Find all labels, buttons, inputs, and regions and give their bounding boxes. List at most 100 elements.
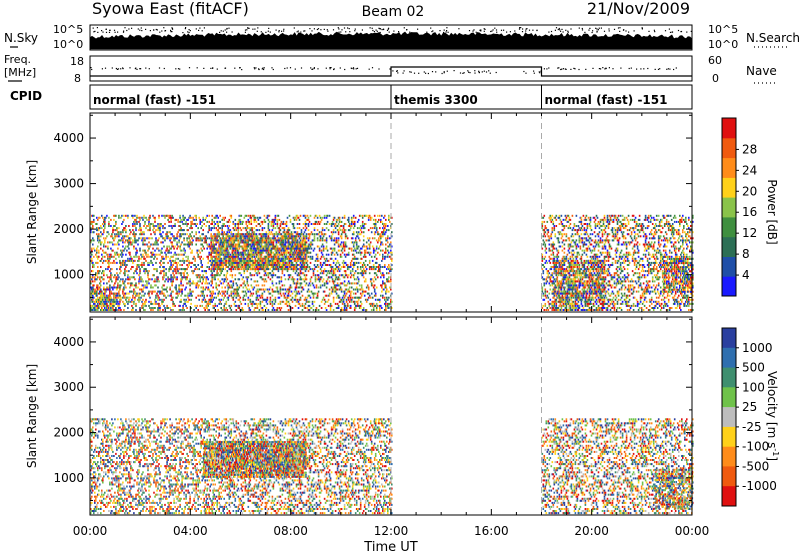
echo-cell [200, 243, 202, 246]
echo-cell [337, 245, 340, 248]
echo-cell [299, 272, 302, 275]
echo-cell [230, 284, 233, 287]
echo-cell [284, 296, 287, 299]
echo-cell [348, 282, 351, 285]
echo-cell [287, 294, 290, 297]
echo-cell [163, 294, 165, 297]
echo-cell [312, 239, 315, 242]
echo-cell [116, 227, 118, 230]
echo-cell [211, 261, 213, 264]
echo-cell [373, 284, 376, 287]
nsearch-dot [491, 30, 493, 32]
echo-cell [276, 251, 279, 254]
echo-cell [139, 218, 141, 221]
echo-cell [123, 237, 125, 240]
echo-cell [347, 225, 350, 227]
nsearch-dot [398, 31, 400, 33]
echo-cell [132, 266, 134, 268]
echo-cell [297, 264, 300, 266]
echo-cell [105, 268, 107, 271]
echo-cell [315, 278, 318, 281]
echo-cell [321, 237, 324, 240]
echo-cell [326, 300, 329, 303]
echo-cell [120, 239, 122, 242]
echo-cell [111, 249, 113, 252]
nsearch-dot [382, 28, 385, 30]
echo-cell [131, 257, 133, 260]
echo-cell [318, 231, 321, 234]
echo-cell [171, 233, 173, 236]
echo-cell [354, 307, 357, 309]
echo-cell [133, 300, 135, 303]
echo-cell [300, 272, 303, 275]
echo-cell [324, 264, 327, 266]
echo-cell [190, 298, 192, 301]
echo-cell [128, 251, 130, 254]
echo-cell [110, 268, 112, 271]
echo-cell [299, 284, 302, 287]
echo-cell [242, 227, 245, 230]
echo-cell [217, 223, 219, 225]
echo-cell [283, 268, 286, 271]
echo-cell [260, 259, 263, 262]
nave-dot [548, 67, 550, 69]
echo-cell [105, 302, 107, 305]
echo-cell [345, 253, 348, 256]
echo-cell [154, 216, 156, 219]
echo-cell [304, 284, 307, 287]
echo-cell [259, 300, 262, 303]
echo-cell [152, 214, 154, 217]
echo-cell [223, 307, 225, 309]
echo-cell [242, 233, 245, 236]
echo-cell [160, 235, 162, 238]
echo-cell [264, 245, 267, 248]
echo-cell [339, 298, 342, 301]
echo-cell [285, 225, 288, 227]
echo-cell [239, 227, 242, 230]
echo-cell [101, 298, 103, 301]
echo-cell [126, 300, 128, 303]
echo-cell [182, 216, 184, 219]
echo-cell [137, 239, 139, 242]
echo-cell [130, 257, 132, 260]
nsearch-dot [490, 30, 492, 33]
echo-cell [114, 214, 116, 217]
nsearch-dot [648, 30, 650, 32]
echo-cell [132, 239, 134, 242]
echo-cell [212, 270, 214, 273]
echo-cell [277, 214, 280, 217]
echo-cell [135, 302, 137, 305]
echo-cell [92, 243, 94, 246]
echo-cell [295, 249, 298, 252]
echo-cell [97, 218, 99, 221]
echo-cell [143, 216, 145, 219]
echo-cell [174, 261, 176, 264]
echo-cell [139, 249, 141, 252]
echo-cell [91, 214, 93, 217]
echo-cell [103, 245, 105, 248]
echo-cell [343, 309, 346, 311]
echo-cell [313, 237, 316, 240]
echo-cell [371, 304, 374, 307]
echo-cell [379, 298, 381, 301]
echo-cell [332, 274, 335, 277]
echo-cell [126, 292, 128, 295]
echo-cell [142, 237, 144, 240]
nave-dot [533, 72, 535, 74]
echo-cell [293, 218, 296, 221]
echo-cell [134, 292, 136, 295]
echo-cell [181, 229, 183, 232]
echo-cell [163, 276, 165, 279]
echo-cell [361, 245, 364, 248]
echo-cell [193, 235, 195, 238]
echo-cell [250, 218, 253, 221]
echo-cell [93, 247, 95, 250]
echo-cell [233, 253, 236, 256]
echo-cell [385, 247, 387, 250]
echo-cell [311, 257, 314, 260]
echo-cell [186, 259, 188, 262]
echo-cell [182, 229, 184, 232]
echo-cell [162, 261, 164, 264]
echo-cell [144, 302, 146, 305]
nsearch-dot [296, 31, 298, 33]
